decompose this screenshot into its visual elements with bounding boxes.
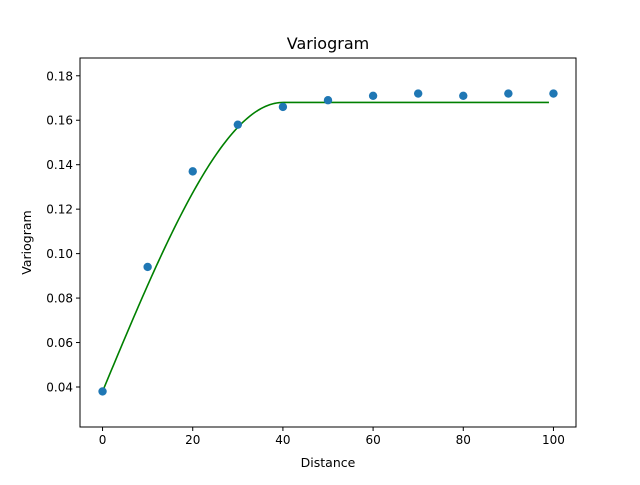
data-point (98, 387, 107, 396)
x-tick-label: 100 (542, 433, 565, 447)
y-tick-label: 0.10 (46, 247, 73, 261)
y-tick-label: 0.18 (46, 69, 73, 83)
data-point (459, 91, 468, 100)
data-point (278, 102, 288, 112)
data-point (413, 89, 423, 98)
plot-area (98, 89, 558, 396)
chart-title: Variogram (287, 34, 369, 53)
data-point (188, 167, 197, 176)
x-axis-label: Distance (301, 455, 356, 470)
y-tick-label: 0.08 (46, 292, 73, 306)
y-tick-label: 0.12 (46, 203, 73, 217)
x-tick-label: 40 (275, 433, 290, 447)
y-axis-label: Variogram (19, 210, 34, 274)
y-tick-label: 0.06 (46, 336, 73, 350)
x-tick-label: 0 (99, 433, 107, 447)
data-point (368, 91, 378, 100)
y-axis: 0.04 0.06 0.08 0.10 0.12 0.14 0.16 0.18 (46, 69, 80, 394)
y-tick-label: 0.14 (46, 158, 73, 172)
model-fit-line (101, 101, 549, 392)
x-tick-label: 20 (185, 433, 200, 447)
y-tick-label: 0.04 (46, 380, 73, 394)
data-point (233, 120, 243, 129)
axes-frame (79, 57, 577, 428)
data-point (323, 96, 333, 105)
x-tick-label: 60 (365, 433, 380, 447)
y-tick-label: 0.16 (46, 114, 73, 128)
x-axis: 0 20 40 60 80 100 (99, 427, 565, 447)
x-tick-label: 80 (456, 433, 471, 447)
data-point (143, 262, 152, 272)
data-point (504, 89, 513, 98)
data-point (549, 89, 558, 98)
